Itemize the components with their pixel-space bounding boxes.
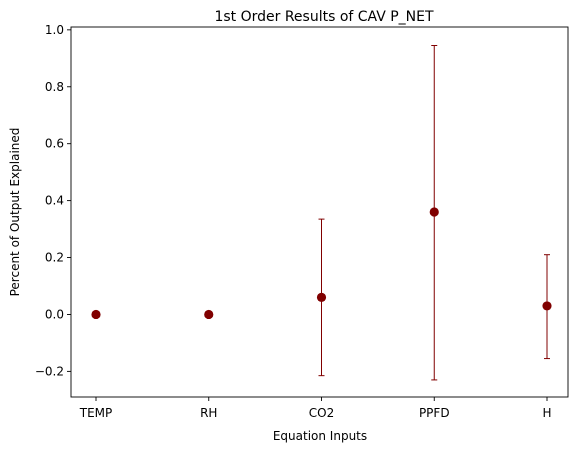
plot-frame xyxy=(70,26,569,398)
data-point xyxy=(204,309,214,320)
y-tick-label: −0.2 xyxy=(35,364,64,378)
chart-title: 1st Order Results of CAV P_NET xyxy=(214,9,434,25)
x-tick-label: PPFD xyxy=(419,406,450,420)
data-point xyxy=(542,301,552,311)
y-tick-label: 0.0 xyxy=(45,307,64,321)
y-tick-label: 0.4 xyxy=(45,194,64,208)
x-axis-label: Equation Inputs xyxy=(273,429,367,443)
data-point xyxy=(429,207,439,217)
x-axis: TEMP RH CO2 PPFD H xyxy=(79,397,552,420)
data-point xyxy=(91,309,101,320)
data-point xyxy=(316,292,327,302)
plot-area xyxy=(91,45,552,381)
y-axis-label: Percent of Output Explained xyxy=(8,128,22,297)
y-tick-label: 0.2 xyxy=(45,251,64,265)
y-tick-label: 1.0 xyxy=(45,23,64,37)
x-tick-label: TEMP xyxy=(79,406,113,420)
y-tick-label: 0.8 xyxy=(45,80,64,94)
x-tick-label: H xyxy=(542,406,551,420)
y-tick-label: 0.6 xyxy=(45,137,64,151)
x-tick-label: RH xyxy=(200,406,217,420)
y-axis: −0.2 0.0 0.2 0.4 0.6 0.8 1.0 xyxy=(35,23,71,378)
x-tick-label: CO2 xyxy=(309,406,334,420)
